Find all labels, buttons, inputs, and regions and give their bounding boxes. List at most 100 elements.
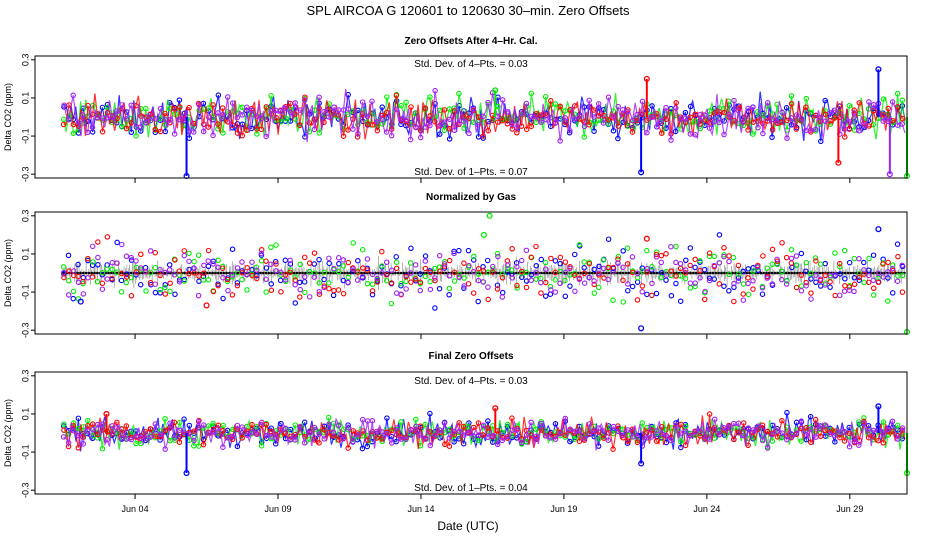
data-point — [369, 417, 376, 424]
data-point — [769, 127, 776, 133]
data-point — [292, 437, 298, 443]
normalized-point — [379, 271, 383, 275]
data-point — [80, 112, 86, 118]
data-point — [162, 446, 168, 452]
data-point — [836, 292, 843, 299]
data-point — [89, 243, 96, 250]
data-point — [813, 279, 819, 286]
data-point — [576, 427, 583, 434]
data-point — [740, 291, 747, 297]
data-point — [437, 268, 443, 274]
data-point — [480, 113, 486, 120]
data-point — [60, 121, 67, 128]
data-point — [244, 104, 250, 111]
data-point — [634, 439, 641, 445]
data-point — [528, 272, 535, 278]
data-point — [138, 251, 144, 257]
data-point — [466, 130, 472, 137]
data-point — [422, 253, 429, 259]
data-point — [552, 101, 559, 107]
data-point — [465, 247, 472, 254]
data-point — [514, 427, 520, 433]
data-point — [841, 247, 848, 254]
data-point — [653, 254, 660, 260]
data-point — [224, 435, 231, 441]
data-point — [263, 289, 269, 295]
data-point — [832, 107, 838, 114]
data-point — [528, 90, 535, 97]
data-point — [113, 260, 120, 266]
normalized-point — [270, 271, 273, 275]
data-point — [277, 108, 284, 114]
data-point — [446, 272, 453, 279]
data-point — [114, 239, 120, 246]
data-point — [461, 432, 467, 438]
normalized-point — [770, 271, 774, 275]
data-point — [591, 281, 597, 288]
data-point — [258, 443, 265, 449]
normalized-point — [857, 271, 861, 275]
data-point — [104, 436, 110, 443]
data-point — [822, 118, 829, 125]
data-point — [287, 269, 293, 275]
data-point — [899, 289, 906, 295]
data-point — [889, 99, 896, 105]
data-point — [567, 426, 573, 432]
normalized-point — [711, 271, 715, 275]
data-point — [239, 259, 245, 265]
data-point — [668, 243, 674, 250]
data-point — [441, 263, 448, 269]
data-point — [542, 433, 549, 439]
data-point — [345, 127, 351, 133]
data-point — [591, 114, 597, 120]
data-point — [340, 133, 347, 139]
normalized-point — [692, 271, 695, 275]
data-point — [866, 279, 872, 286]
data-point — [711, 118, 718, 125]
data-point — [822, 272, 828, 279]
data-point — [292, 282, 298, 288]
data-point — [470, 119, 477, 125]
data-point — [316, 291, 323, 297]
data-point — [133, 133, 139, 139]
data-point — [788, 93, 795, 99]
data-point — [191, 265, 197, 271]
data-point — [292, 422, 299, 428]
data-point — [880, 419, 887, 425]
normalized-point — [402, 271, 406, 275]
data-point — [557, 260, 563, 267]
data-point — [716, 260, 723, 266]
data-point — [85, 255, 91, 262]
data-point — [422, 436, 429, 442]
data-point — [750, 268, 757, 274]
data-point — [379, 248, 385, 255]
data-point — [75, 445, 82, 451]
data-point — [567, 438, 573, 445]
data-point — [326, 114, 332, 120]
data-point — [538, 420, 544, 427]
data-point — [683, 267, 689, 273]
data-point — [726, 253, 732, 259]
data-point — [128, 436, 135, 443]
data-point — [885, 105, 891, 112]
panel-2-marks — [60, 212, 911, 336]
data-point — [277, 427, 284, 434]
data-point — [595, 101, 602, 107]
normalized-point — [790, 271, 794, 275]
data-point — [846, 119, 853, 125]
panel-1-stat-1pts: Std. Dev. of 1–Pts. = 0.07 — [414, 167, 528, 178]
data-point — [403, 273, 409, 280]
data-point — [432, 118, 438, 125]
data-point — [846, 284, 852, 290]
data-point — [658, 118, 664, 124]
data-point — [297, 261, 304, 268]
data-point — [562, 415, 569, 422]
data-point — [504, 433, 511, 440]
data-point — [360, 265, 366, 271]
normalized-point — [655, 271, 659, 275]
data-point — [326, 255, 332, 262]
data-point — [851, 275, 858, 281]
data-point — [547, 114, 554, 121]
data-point — [812, 255, 819, 261]
panel-1-y-label: Delta CO2 (ppm) — [3, 83, 13, 151]
